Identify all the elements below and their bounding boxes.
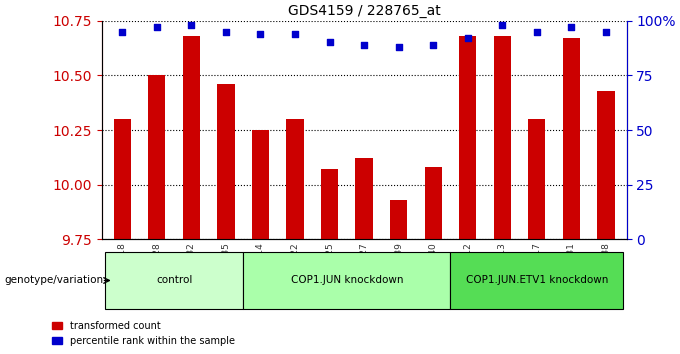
Bar (416, 21, 450, 239)
Bar (450, 21, 485, 239)
Bar (148, 75, 165, 239)
Point (255, 31, 266, 36)
Point (393, 44, 404, 50)
Point (428, 42, 439, 47)
Point (462, 35, 473, 41)
Bar (321, 170, 338, 239)
Point (324, 40, 335, 45)
Bar (183, 36, 200, 239)
Point (600, 29, 611, 34)
Point (220, 29, 231, 34)
Bar (139, 21, 174, 239)
Bar (563, 38, 580, 239)
Point (531, 29, 542, 34)
Text: COP1.JUN.ETV1 knockdown: COP1.JUN.ETV1 knockdown (466, 275, 608, 285)
Bar (459, 36, 477, 239)
Point (117, 29, 128, 34)
FancyBboxPatch shape (105, 252, 243, 309)
Point (497, 22, 508, 28)
Point (290, 31, 301, 36)
Point (186, 22, 197, 28)
Bar (390, 200, 407, 239)
Title: GDS4159 / 228765_at: GDS4159 / 228765_at (288, 4, 441, 18)
Bar (312, 21, 347, 239)
Bar (218, 84, 235, 239)
Bar (252, 130, 269, 239)
FancyBboxPatch shape (243, 252, 450, 309)
Bar (520, 21, 554, 239)
Bar (243, 21, 277, 239)
Bar (381, 21, 416, 239)
Text: genotype/variation: genotype/variation (4, 275, 103, 285)
Bar (286, 119, 304, 239)
Bar (209, 21, 243, 239)
Bar (528, 119, 545, 239)
Bar (589, 21, 623, 239)
Bar (277, 21, 312, 239)
Bar (174, 21, 209, 239)
Text: COP1.JUN knockdown: COP1.JUN knockdown (290, 275, 403, 285)
Point (152, 24, 163, 30)
Bar (554, 21, 589, 239)
Bar (597, 91, 615, 239)
Bar (105, 21, 139, 239)
Legend: transformed count, percentile rank within the sample: transformed count, percentile rank withi… (52, 321, 235, 346)
Bar (485, 21, 520, 239)
Bar (494, 36, 511, 239)
Bar (347, 21, 381, 239)
Bar (424, 167, 442, 239)
Point (358, 42, 369, 47)
Bar (114, 119, 131, 239)
Point (566, 24, 577, 30)
Bar (356, 159, 373, 239)
Text: control: control (156, 275, 192, 285)
FancyBboxPatch shape (450, 252, 623, 309)
